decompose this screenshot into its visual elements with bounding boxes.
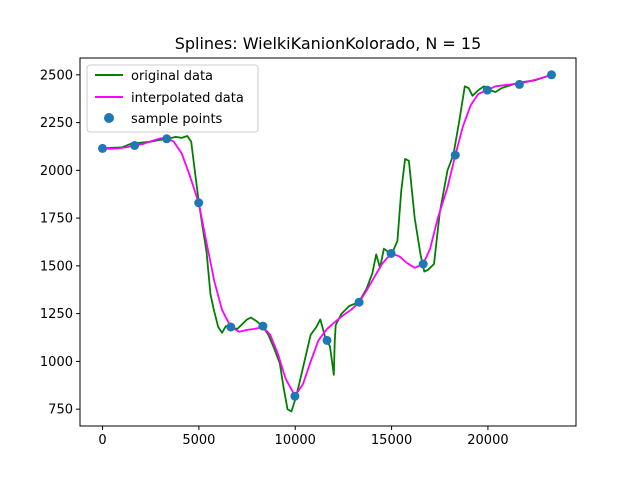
axes-frame	[79, 57, 577, 427]
legend-box	[86, 64, 259, 133]
sample-point	[226, 322, 236, 332]
sample-point	[547, 70, 556, 80]
sample-point	[354, 297, 364, 307]
sample-point	[418, 259, 428, 269]
x-tick-label: 15000	[371, 433, 412, 448]
sample-point	[290, 391, 300, 401]
sample-point	[162, 134, 172, 144]
y-tick-label: 2000	[40, 164, 73, 179]
y-tick-label: 1500	[40, 259, 73, 274]
x-axis: 0 5000 10000 15000 20000	[98, 426, 509, 448]
series-line-interpolated-data	[102, 74, 552, 397]
sample-point	[194, 198, 204, 208]
legend: original data interpolated data sample p…	[86, 64, 259, 133]
x-tick-label: 5000	[182, 433, 215, 448]
y-tick-label: 750	[48, 403, 73, 418]
y-axis: 750 1000 1250 1500 1750 2000 2250 2500	[40, 68, 80, 418]
sample-point	[322, 335, 332, 345]
y-tick-label: 2500	[40, 68, 73, 83]
plot-area	[98, 70, 556, 413]
y-tick-label: 2250	[40, 116, 73, 131]
sample-point	[130, 141, 140, 150]
x-tick-label: 20000	[467, 433, 508, 448]
legend-swatch-sample-points	[104, 113, 114, 123]
x-tick-label: 10000	[275, 433, 316, 448]
y-tick-label: 1000	[40, 355, 73, 370]
sample-point	[386, 249, 396, 258]
sample-point	[450, 150, 460, 160]
y-tick-label: 1250	[40, 307, 73, 322]
chart-title: Splines: WielkiKanionKolorado, N = 15	[175, 34, 482, 53]
sample-point	[98, 143, 107, 153]
legend-label-interpolated-data: interpolated data	[131, 91, 244, 106]
x-tick-label: 0	[98, 433, 106, 448]
legend-label-sample-points: sample points	[131, 112, 223, 127]
sample-point	[514, 79, 524, 89]
legend-label-original-data: original data	[131, 69, 213, 84]
sample-point	[258, 321, 268, 331]
y-tick-label: 1750	[40, 212, 73, 227]
sample-point	[482, 85, 492, 95]
